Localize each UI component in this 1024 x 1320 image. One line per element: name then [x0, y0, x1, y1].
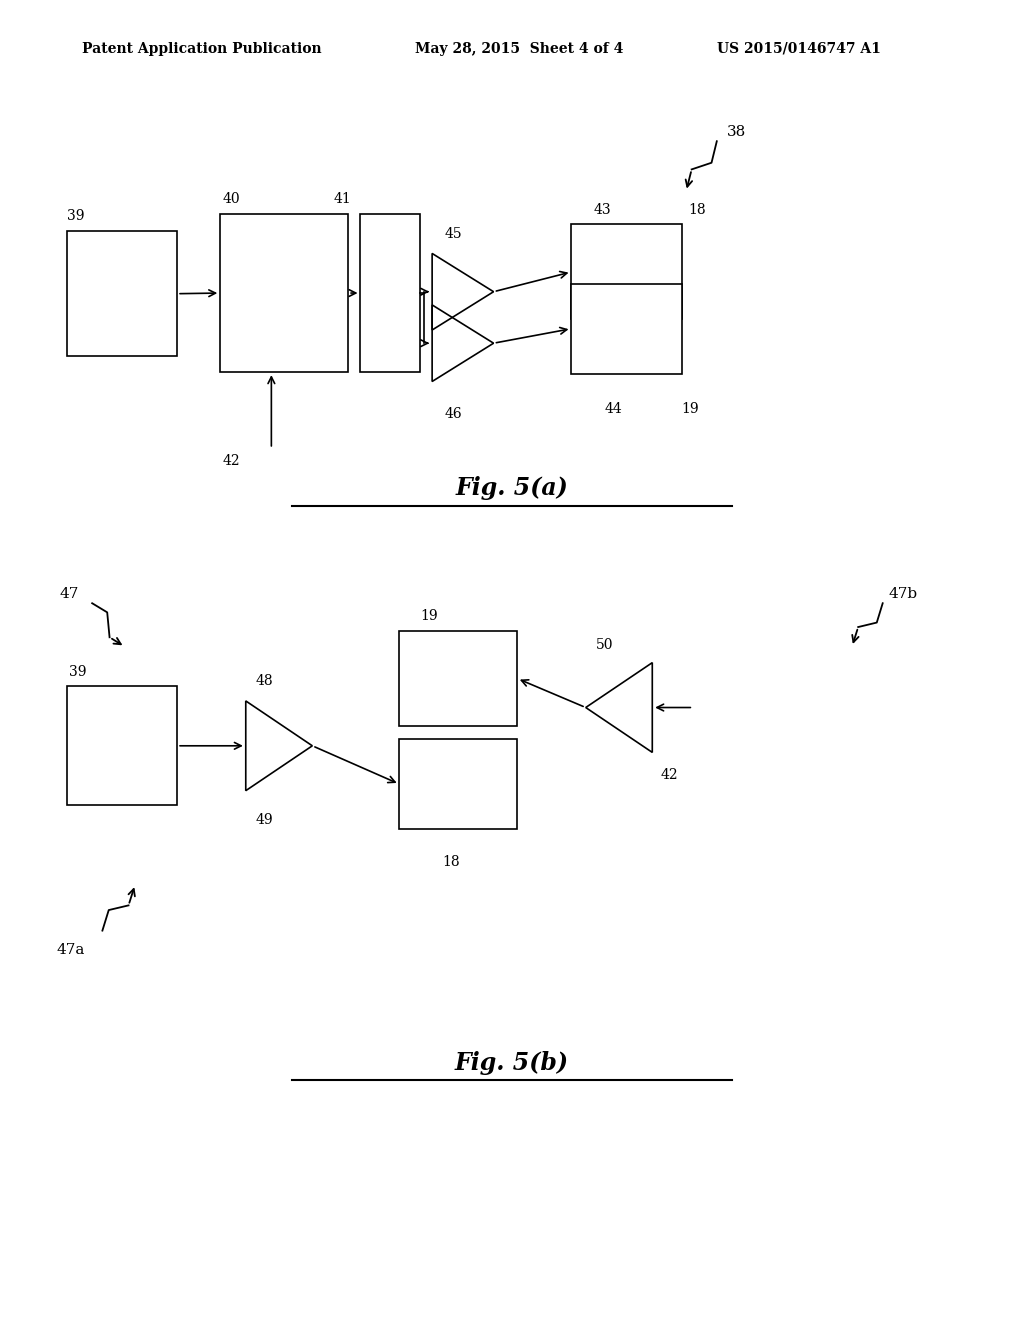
Text: 41: 41 — [334, 193, 351, 206]
Text: 50: 50 — [596, 639, 613, 652]
FancyBboxPatch shape — [220, 214, 348, 372]
Text: Patent Application Publication: Patent Application Publication — [82, 42, 322, 55]
Text: 19: 19 — [681, 403, 698, 416]
Text: 49: 49 — [256, 813, 273, 826]
Text: 39: 39 — [67, 210, 84, 223]
Text: 47a: 47a — [56, 944, 85, 957]
FancyBboxPatch shape — [67, 686, 177, 805]
Text: 19: 19 — [420, 610, 437, 623]
Text: 46: 46 — [444, 408, 462, 421]
Text: 47: 47 — [59, 587, 79, 601]
Text: 40: 40 — [222, 193, 240, 206]
FancyBboxPatch shape — [571, 284, 682, 374]
Text: 42: 42 — [660, 768, 678, 781]
Text: US 2015/0146747 A1: US 2015/0146747 A1 — [717, 42, 881, 55]
FancyBboxPatch shape — [399, 631, 517, 726]
Text: 43: 43 — [594, 203, 611, 216]
Text: 44: 44 — [604, 403, 622, 416]
FancyBboxPatch shape — [360, 214, 420, 372]
Text: Fig. 5(a): Fig. 5(a) — [456, 477, 568, 500]
Text: 47b: 47b — [889, 587, 918, 601]
Text: 38: 38 — [727, 125, 746, 139]
Text: 39: 39 — [69, 665, 86, 678]
Text: 42: 42 — [222, 454, 240, 467]
FancyBboxPatch shape — [67, 231, 177, 356]
Text: May 28, 2015  Sheet 4 of 4: May 28, 2015 Sheet 4 of 4 — [415, 42, 623, 55]
Text: 18: 18 — [688, 203, 706, 216]
Text: Fig. 5(b): Fig. 5(b) — [455, 1051, 569, 1074]
Text: 45: 45 — [444, 227, 462, 240]
FancyBboxPatch shape — [399, 739, 517, 829]
Text: 18: 18 — [442, 855, 460, 869]
FancyBboxPatch shape — [571, 224, 682, 319]
Text: 48: 48 — [256, 675, 273, 688]
